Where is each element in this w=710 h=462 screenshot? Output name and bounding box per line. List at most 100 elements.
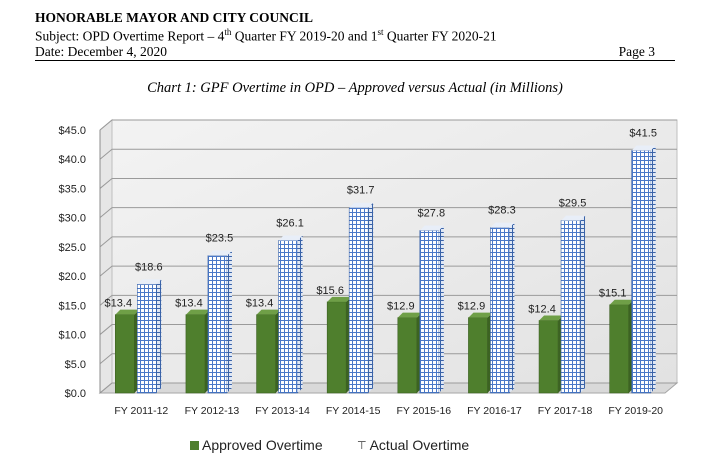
x-tick-label: FY 2015-16 <box>396 405 451 417</box>
y-tick-label: $45.0 <box>58 125 86 137</box>
gridline <box>99 265 677 277</box>
memo-date: Date: December 4, 2020 <box>35 43 167 59</box>
bar-actual-front <box>278 240 298 394</box>
data-label-approved: $12.4 <box>528 304 556 316</box>
gridline <box>99 207 677 219</box>
bar-actual-side <box>580 215 586 393</box>
bar-actual-top <box>490 222 515 228</box>
bar-approved-top <box>397 312 422 318</box>
y-tick-label: $35.0 <box>58 183 86 195</box>
data-label-approved: $15.6 <box>316 285 344 297</box>
bar-actual <box>137 279 162 394</box>
bar-actual <box>419 225 444 394</box>
legend-swatch-approved <box>190 440 199 450</box>
data-label-actual: $27.8 <box>418 208 446 220</box>
bar-actual-top <box>419 225 444 231</box>
bar-approved-top <box>115 309 140 315</box>
bar-actual-side <box>156 279 162 393</box>
bar-actual <box>631 145 656 394</box>
bar-approved-front <box>538 320 559 394</box>
axes: $0.0 $5.0 $10.0 $15.0 $20.0 $25.0 $30.0 $35.0 $4… <box>58 125 663 417</box>
bar-actual-side <box>297 235 303 393</box>
bar-actual-front <box>207 255 228 394</box>
bar-approved <box>538 315 564 394</box>
x-tick-label: FY 2012-13 <box>185 405 240 417</box>
bar-approved <box>185 309 210 394</box>
bar-approved-top <box>539 315 564 321</box>
bars <box>115 145 656 394</box>
bar-approved-front <box>468 317 488 394</box>
data-label-actual: $23.5 <box>206 233 234 245</box>
bar-actual <box>560 215 586 394</box>
bar-approved-front <box>609 304 629 394</box>
page-number: Page 3 <box>618 43 655 59</box>
bar-approved-top <box>468 312 493 318</box>
data-label-approved: $12.9 <box>387 301 415 313</box>
y-tick-label: $15.0 <box>58 300 86 312</box>
legend-swatch-actual: ⊤ <box>357 439 367 452</box>
bar-approved-front <box>326 301 347 394</box>
bar-actual-side <box>438 225 444 393</box>
bar-actual-top <box>207 250 232 256</box>
bar-approved <box>326 296 352 394</box>
data-label-actual: $26.1 <box>276 217 304 229</box>
bar-approved-top <box>609 299 634 305</box>
legend-label-actual: Actual Overtime <box>369 437 470 453</box>
bar-approved-top <box>185 309 210 315</box>
data-label-actual: $28.3 <box>488 205 516 217</box>
y-tick-label: $5.0 <box>65 359 86 371</box>
bar-actual-side <box>509 222 515 393</box>
y-tick-label: $30.0 <box>58 213 86 225</box>
gridline <box>99 294 677 306</box>
bar-actual <box>348 202 374 394</box>
gridline <box>99 177 677 189</box>
data-label-approved: $12.9 <box>458 301 486 313</box>
bar-actual-top <box>349 202 374 208</box>
memo-header: HONORABLE MAYOR AND CITY COUNCIL Subject… <box>35 10 675 61</box>
bar-actual-front <box>137 283 157 394</box>
y-tick-label: $20.0 <box>58 271 86 283</box>
chart-title: Chart 1: GPF Overtime in OPD – Approved … <box>147 80 563 96</box>
bar-approved-front <box>397 317 418 394</box>
y-tick-label: $40.0 <box>58 154 86 166</box>
bar-actual-top <box>278 235 303 241</box>
subject-sup-st: st <box>377 27 384 37</box>
subject-prefix: Subject: OPD Overtime Report – 4 <box>35 28 225 44</box>
bar-actual-top <box>631 145 656 151</box>
subject-sup-th: th <box>224 27 232 37</box>
bar-actual-side <box>368 202 374 393</box>
bar-approved-front <box>115 314 135 394</box>
bar-approved-front <box>185 314 206 394</box>
memo-date-row: Date: December 4, 2020 Page 3 <box>35 44 675 61</box>
legend-label-approved: Approved Overtime <box>202 437 323 453</box>
x-tick-label: FY 2017-18 <box>538 405 593 417</box>
data-label-actual: $18.6 <box>135 261 163 273</box>
data-label-actual: $29.5 <box>559 198 587 210</box>
data-label-approved: $13.4 <box>246 298 274 310</box>
bar-approved-top <box>256 309 281 315</box>
bar-actual-side <box>650 145 656 393</box>
bar-approved-front <box>256 314 276 394</box>
y-tick-label: $25.0 <box>58 242 86 254</box>
data-label-approved: $15.1 <box>599 288 627 300</box>
legend-item-approved: Approved Overtime <box>190 437 323 453</box>
x-tick-label: FY 2016-17 <box>467 405 522 417</box>
memo-recipient: HONORABLE MAYOR AND CITY COUNCIL <box>35 10 314 25</box>
bar-actual-front <box>490 227 510 394</box>
bar-actual <box>490 222 515 394</box>
x-tick-label: FY 2019-20 <box>608 405 663 417</box>
side-wall <box>99 118 113 395</box>
bar-actual-front <box>348 207 369 394</box>
data-label-approved: $13.4 <box>175 298 203 310</box>
bar-actual-top <box>561 215 586 221</box>
x-tick-label: FY 2011-12 <box>114 405 168 417</box>
bar-approved <box>468 312 493 394</box>
bar-actual-side <box>226 250 232 393</box>
bar-approved <box>256 309 281 394</box>
data-label-actual: $41.5 <box>629 127 657 139</box>
legend-item-actual: ⊤ Actual Overtime <box>357 437 469 453</box>
subject-mid: Quarter FY 2019-20 and 1 <box>231 28 378 44</box>
bar-actual <box>207 250 232 394</box>
gridline <box>99 119 677 131</box>
